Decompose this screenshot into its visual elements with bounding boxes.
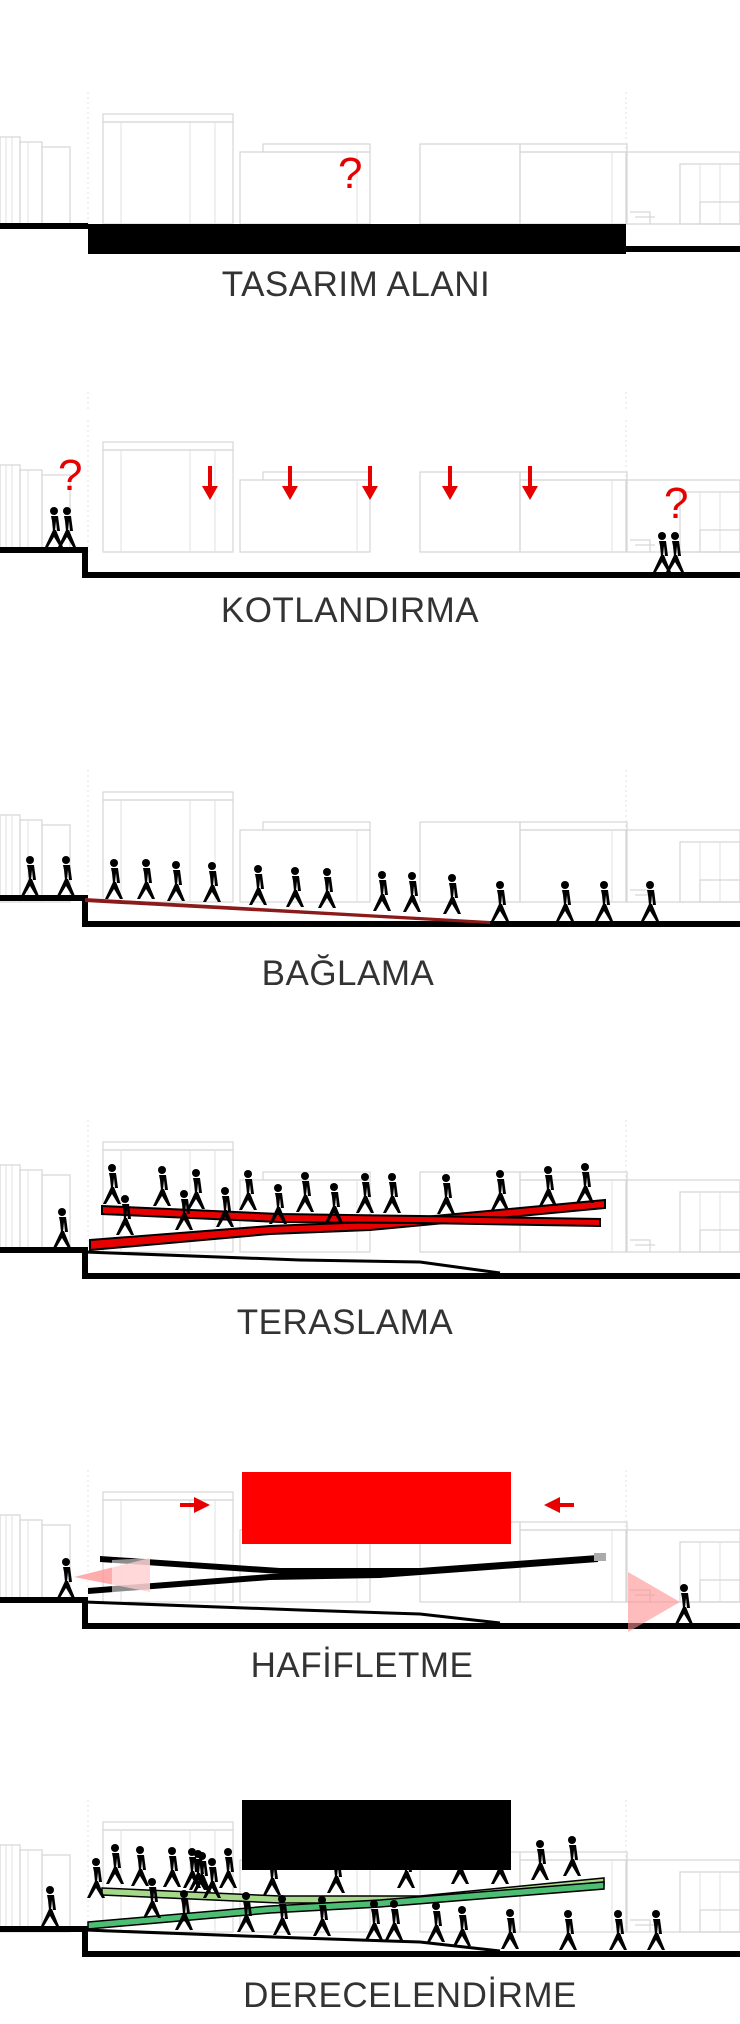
down-arrow-icon (282, 466, 298, 500)
down-arrow-icon (202, 466, 218, 500)
person-icon (45, 507, 63, 547)
panel-title: DERECELENDİRME (243, 1976, 577, 2015)
down-arrow-icon (442, 466, 458, 500)
floating-mass (242, 1472, 511, 1544)
terrace-ramp-lower (87, 1881, 605, 1930)
panel-tasarim-alani: ? TASARIM ALANI (0, 91, 740, 304)
arrow-left-icon (544, 1497, 574, 1513)
question-mark: ? (58, 451, 82, 500)
person-icon (675, 1584, 693, 1624)
panel-title: TASARIM ALANI (222, 265, 490, 304)
view-cone-right (628, 1572, 680, 1632)
panel-kotlandirma: ? ? KOTLANDIRMA (0, 392, 740, 630)
person-icon (57, 1558, 75, 1598)
terrace-ramp-lower (88, 1556, 598, 1594)
down-arrow-icon (362, 466, 378, 500)
panel-baglama: BAĞLAMA (0, 769, 740, 993)
question-mark: ? (664, 479, 688, 528)
panel-title: KOTLANDIRMA (221, 591, 479, 630)
panel-hafifletme: HAFİFLETME (0, 1469, 740, 1685)
panel-title: HAFİFLETME (251, 1646, 474, 1685)
terrace-ramp-upper (101, 1204, 601, 1228)
connection-ramp (85, 898, 490, 924)
design-site-block (88, 224, 626, 254)
floating-mass (242, 1800, 511, 1870)
panel-derecelendirme: DERECELENDİRME (0, 1799, 740, 2015)
terrace-ramp-lower (89, 1198, 606, 1252)
down-arrow-icon (522, 466, 538, 500)
person-group (53, 1163, 594, 1248)
panel-title: TERASLAMA (237, 1303, 454, 1342)
person-icon (58, 507, 76, 547)
person-group (21, 856, 659, 921)
panel-title: BAĞLAMA (262, 954, 435, 993)
arrow-right-icon (180, 1497, 210, 1513)
panel-teraslama: TERASLAMA (0, 1119, 740, 1342)
question-mark: ? (338, 149, 362, 198)
